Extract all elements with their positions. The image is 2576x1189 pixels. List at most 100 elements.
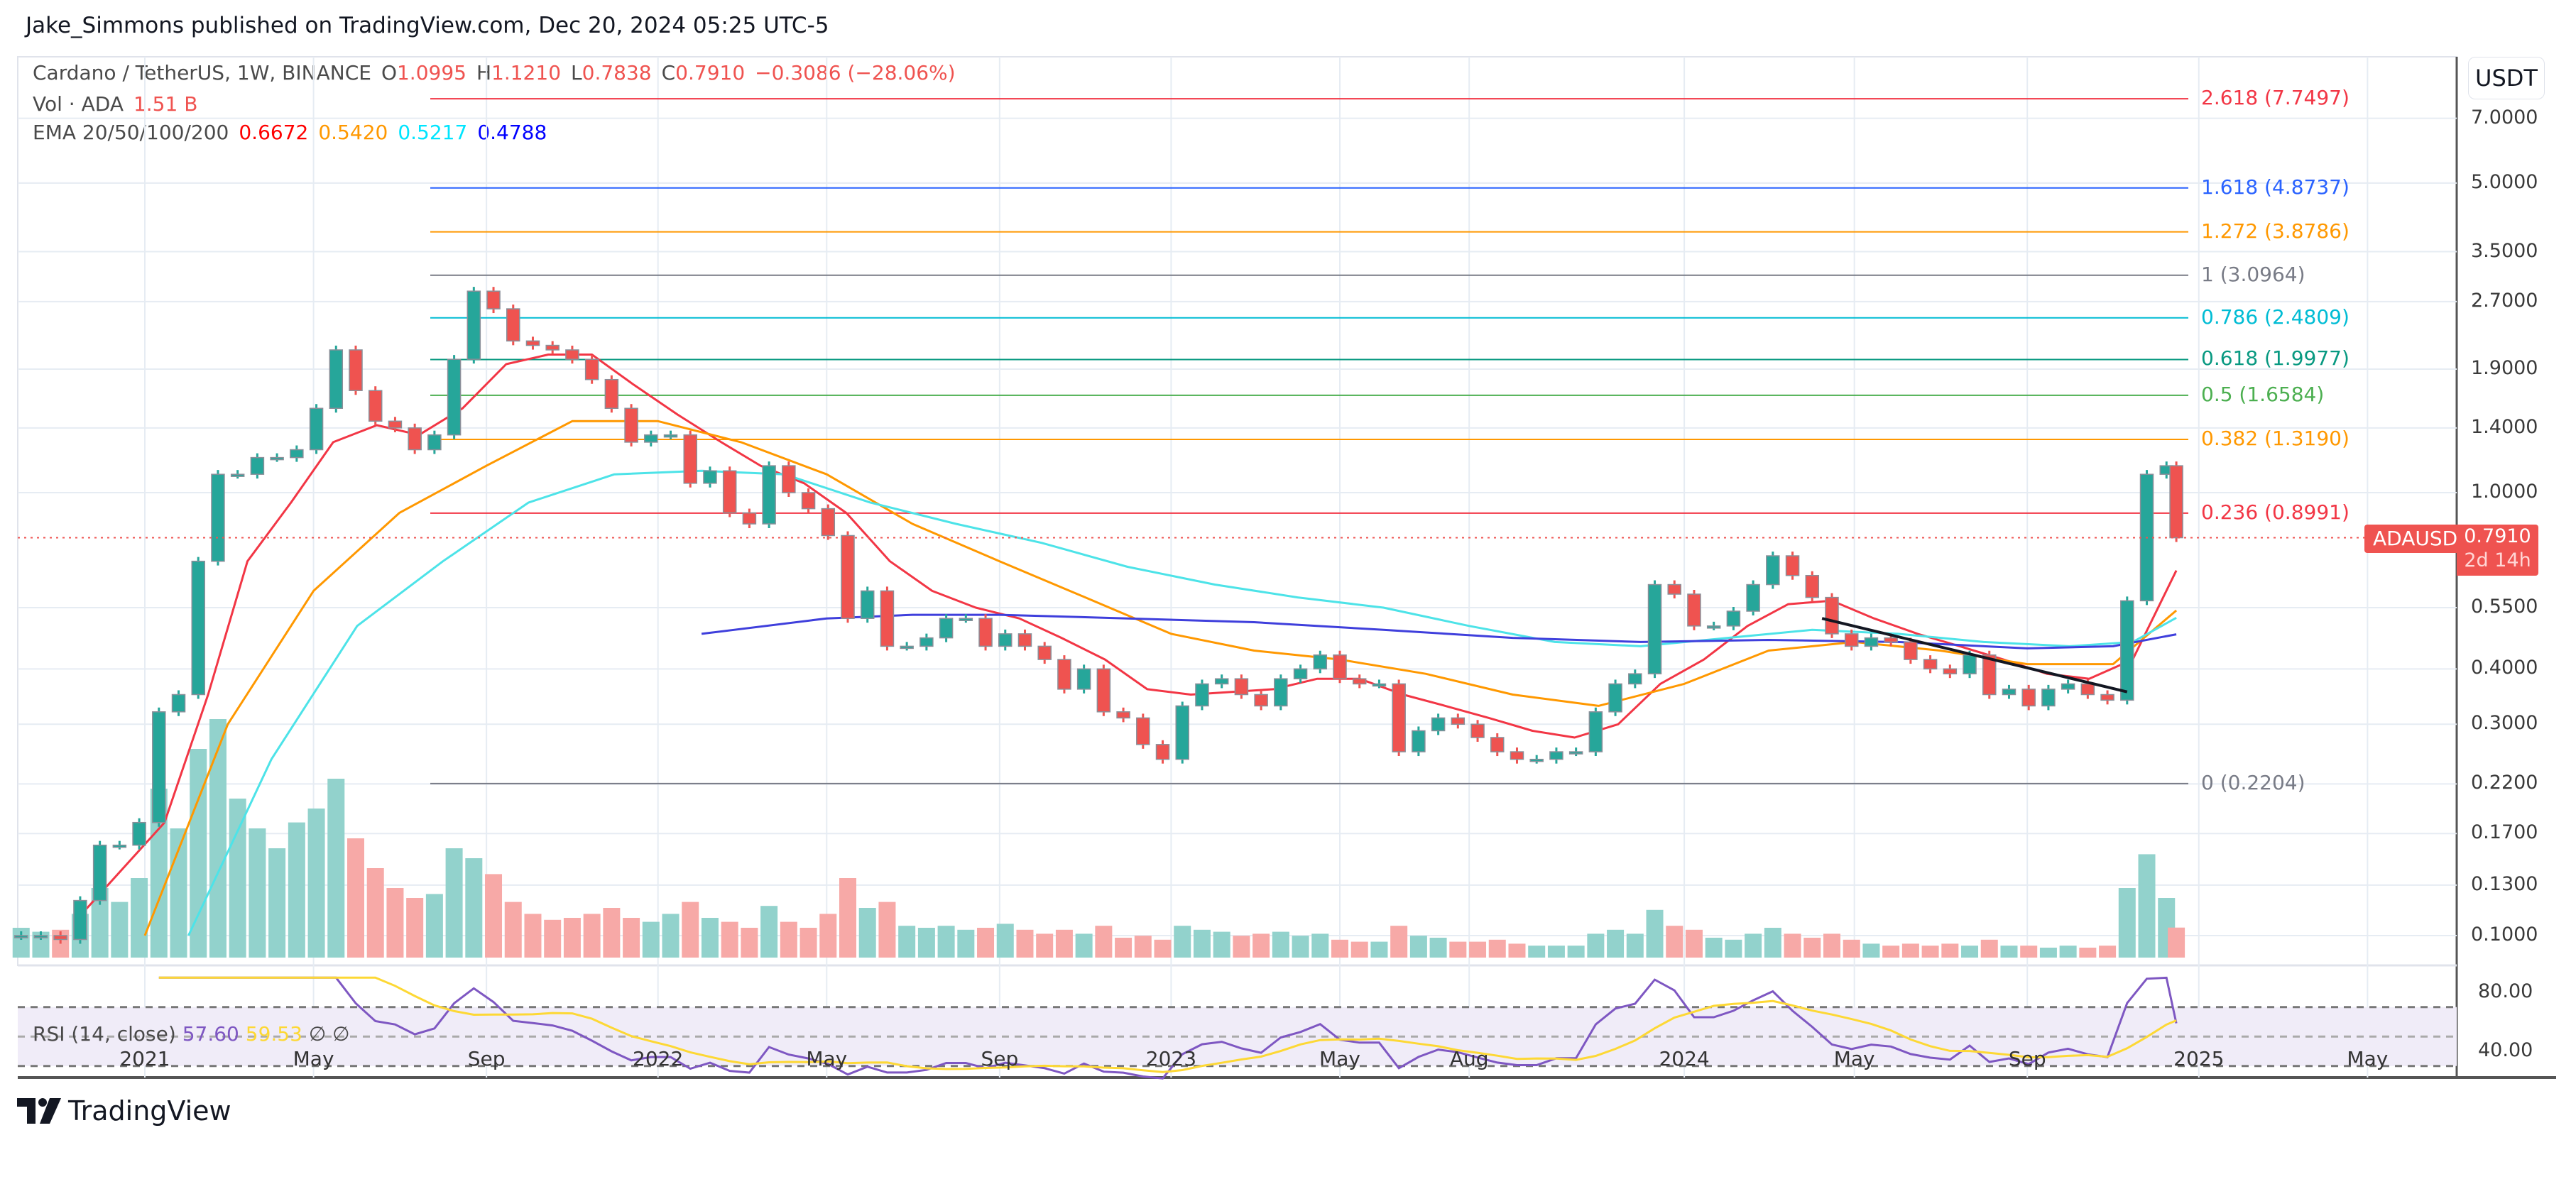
volume-bar — [1666, 926, 1683, 958]
volume-bar — [1429, 938, 1447, 958]
candle — [2002, 689, 2016, 696]
volume-bar — [111, 902, 129, 958]
open-value: 1.0995 — [396, 61, 466, 84]
volume-bar — [1528, 946, 1546, 958]
open-label: O — [381, 61, 397, 84]
volume-bar — [2020, 946, 2038, 958]
volume-bar — [1705, 938, 1723, 958]
volume-bar — [1095, 926, 1113, 958]
candle — [525, 340, 540, 346]
volume-bar — [1882, 946, 1900, 958]
candle — [1234, 678, 1249, 696]
fib-level-label: 0.618 (1.9977) — [2201, 346, 2349, 371]
change-value: −0.3086 (−28.06%) — [755, 61, 956, 84]
volume-bar — [1626, 933, 1644, 958]
tradingview-logo[interactable]: TradingView — [17, 1095, 231, 1127]
volume-bar — [917, 928, 935, 958]
symbol-legend: Cardano / TetherUS, 1W, BINANCE O1.0995 H1… — [33, 61, 966, 84]
price-axis-tick: 0.4000 — [2471, 657, 2538, 679]
volume-bar — [1154, 939, 1172, 958]
candle — [270, 456, 284, 461]
candle — [1372, 683, 1387, 687]
price-axis-tick: 1.0000 — [2471, 481, 2538, 503]
candle — [919, 637, 934, 647]
time-axis-label: Aug — [1449, 1047, 1489, 1070]
candle — [2041, 689, 2056, 707]
candle — [998, 633, 1013, 647]
candle — [1608, 683, 1622, 713]
candle — [1451, 717, 1466, 725]
ema100-value: 0.5217 — [398, 121, 468, 144]
volume-bar — [1193, 929, 1211, 958]
fib-level-label: 2.618 (7.7497) — [2201, 86, 2349, 110]
candle — [1037, 645, 1052, 660]
candle — [683, 434, 697, 484]
volume-bar — [307, 809, 325, 958]
candle — [1175, 705, 1189, 760]
candle — [2100, 694, 2114, 701]
volume-bar — [603, 908, 621, 958]
candle — [1313, 654, 1328, 670]
candle — [1470, 723, 1485, 738]
volume-bar — [209, 719, 227, 958]
volume-bar — [1547, 946, 1565, 958]
ema-line-200 — [701, 613, 2177, 650]
volume-bar — [465, 858, 483, 958]
candle — [92, 844, 107, 902]
volume-bar — [741, 928, 758, 958]
candle — [1195, 683, 1209, 707]
candle — [309, 407, 324, 451]
time-axis-label: 2025 — [2173, 1047, 2225, 1070]
candle — [722, 470, 737, 514]
volume-bar — [524, 914, 542, 958]
ema50-value: 0.5420 — [318, 121, 388, 144]
candle — [1647, 583, 1662, 674]
ema-label[interactable]: EMA 20/50/100/200 — [33, 121, 229, 144]
candle — [782, 465, 796, 493]
candle — [1746, 583, 1760, 612]
candle — [644, 434, 658, 443]
candle — [1982, 654, 1997, 696]
volume-bar — [1843, 939, 1860, 958]
volume-bar — [249, 828, 266, 958]
price-axis-tick: 5.0000 — [2471, 170, 2538, 193]
candle — [1076, 668, 1091, 690]
rsi-na-1: ∅ — [308, 1022, 327, 1046]
candle — [112, 844, 127, 848]
low-label: L — [571, 61, 582, 84]
candle — [1490, 737, 1505, 752]
candle — [329, 349, 344, 409]
time-axis-label: May — [2347, 1047, 2389, 1070]
rsi-label[interactable]: RSI (14, close) — [33, 1022, 176, 1046]
candle — [604, 378, 619, 409]
time-axis-label: Sep — [981, 1047, 1019, 1070]
volume-bar — [1725, 939, 1742, 958]
volume-bar — [1292, 936, 1309, 958]
volume-label[interactable]: Vol · ADA — [33, 92, 124, 116]
tradingview-logo-icon — [17, 1098, 61, 1124]
candle — [1549, 751, 1563, 760]
candle — [152, 711, 166, 823]
candle — [1923, 659, 1938, 670]
rsi-ma-line — [158, 976, 2177, 1073]
high-label: H — [476, 61, 492, 84]
price-axis-tick: 0.1300 — [2471, 872, 2538, 895]
candle — [762, 465, 776, 525]
currency-button[interactable]: USDT — [2468, 57, 2545, 99]
price-axis-tick: 0.2200 — [2471, 772, 2538, 794]
candle — [506, 308, 520, 342]
volume-bar — [1350, 941, 1368, 958]
symbol-title[interactable]: Cardano / TetherUS, 1W, BINANCE — [33, 61, 371, 84]
candle — [584, 358, 599, 380]
volume-bar — [799, 928, 817, 958]
time-axis-label: 2024 — [1659, 1047, 1710, 1070]
close-label: C — [661, 61, 676, 84]
candle — [2021, 689, 2036, 707]
volume-bar — [544, 919, 562, 958]
candle — [939, 618, 954, 639]
bar-countdown: 2d 14h — [2464, 549, 2531, 571]
price-axis-tick: 0.3000 — [2471, 712, 2538, 735]
volume-bar — [268, 848, 286, 958]
candle — [132, 821, 146, 846]
